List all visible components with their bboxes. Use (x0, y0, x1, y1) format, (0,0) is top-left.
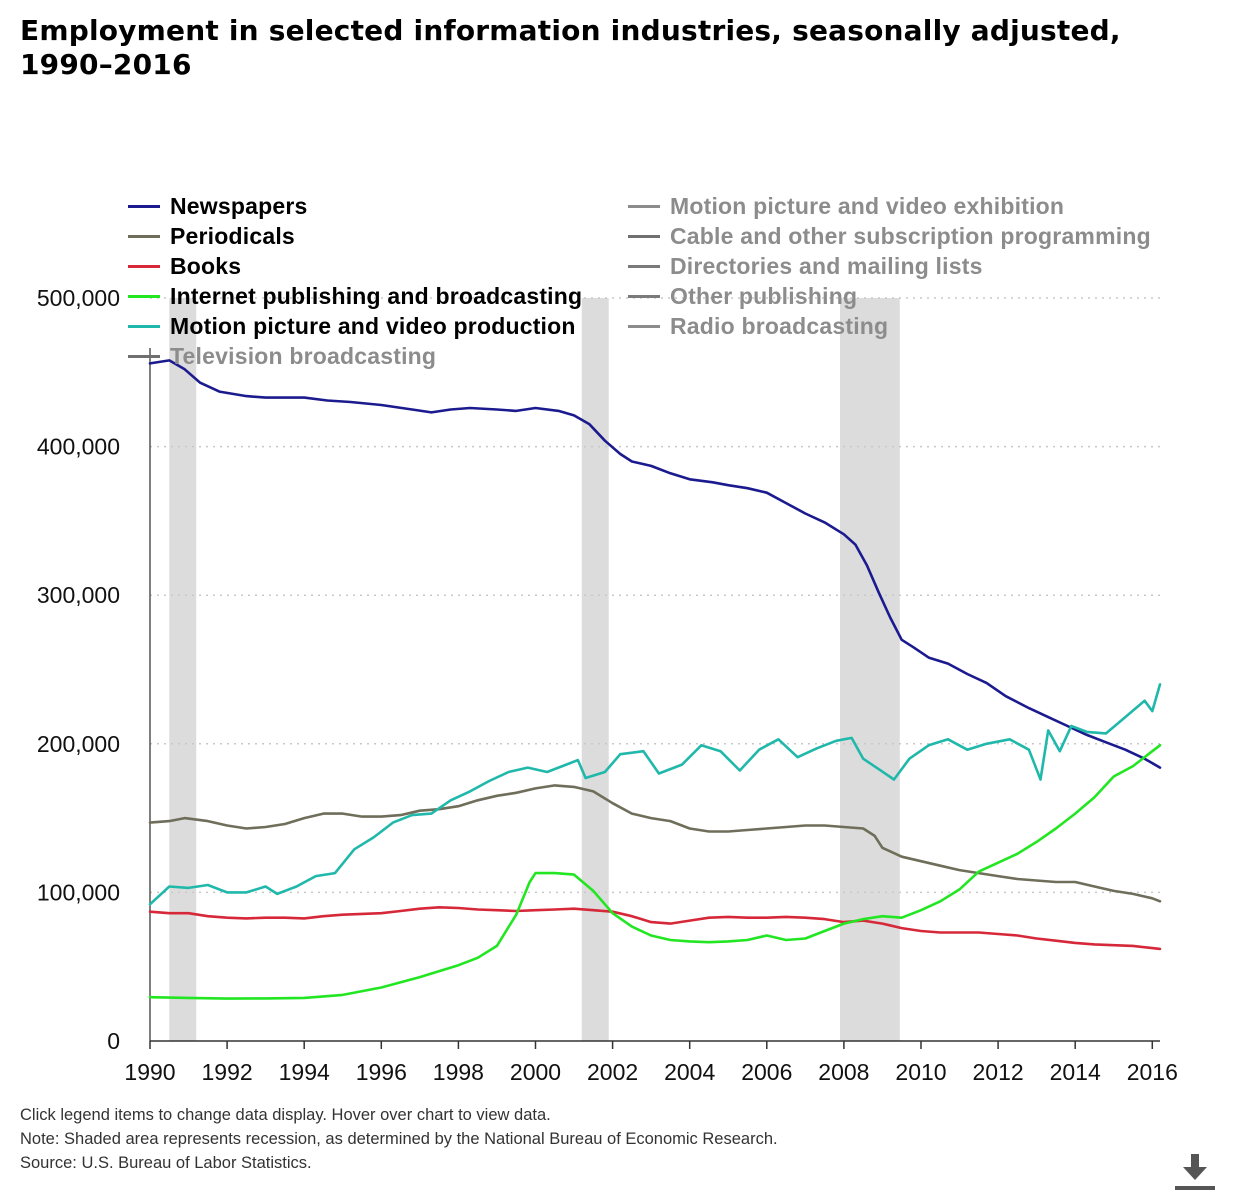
footnotes: Click legend items to change data displa… (20, 1103, 778, 1175)
legend-swatch (128, 324, 160, 328)
x-tick-label: 2014 (1050, 1059, 1101, 1085)
x-tick-label: 1996 (356, 1059, 407, 1085)
legend-item-television-broadcasting[interactable]: Television broadcasting (128, 341, 582, 371)
download-icon[interactable] (1172, 1150, 1218, 1194)
series-lines (148, 359, 1162, 1000)
legend-item-cable-and-other-subscription-programming[interactable]: Cable and other subscription programming (628, 221, 1151, 251)
x-tick-label: 1992 (202, 1059, 253, 1085)
x-tick-label: 2000 (510, 1059, 561, 1085)
legend-swatch (628, 234, 660, 238)
legend-label: Motion picture and video exhibition (670, 192, 1065, 219)
recession-band-1 (169, 298, 197, 1041)
x-tick-label: 2006 (741, 1059, 792, 1085)
legend-swatch (628, 324, 660, 328)
legend-swatch (128, 234, 160, 238)
x-tick-label: 1998 (433, 1059, 484, 1085)
y-tick-label: 400,000 (37, 434, 120, 460)
legend-item-internet-publishing-and-broadcasting[interactable]: Internet publishing and broadcasting (128, 281, 582, 311)
legend-item-periodicals[interactable]: Periodicals (128, 221, 582, 251)
chart-title: Employment in selected information indus… (20, 14, 1121, 81)
footnote-source: Source: U.S. Bureau of Labor Statistics. (20, 1154, 312, 1172)
legend-label: Books (170, 252, 242, 279)
y-tick-label: 500,000 (37, 285, 120, 311)
legend-label: Radio broadcasting (670, 312, 889, 339)
legend-left: Newspapers Periodicals Books Internet publi… (128, 191, 582, 371)
legend-item-other-publishing[interactable]: Other publishing (628, 281, 1151, 311)
footnote-recession-note: Note: Shaded area represents recession, … (20, 1130, 778, 1148)
series-line-newspapers (148, 359, 1162, 769)
series-line-books (148, 906, 1162, 951)
series-line-periodicals (148, 784, 1162, 903)
y-tick-label: 200,000 (37, 731, 120, 757)
x-tick-label: 2016 (1127, 1059, 1178, 1085)
axes: 0 100,000 200,000 300,000 400,000 500,000 1990… (37, 285, 1178, 1085)
y-tick-label: 300,000 (37, 582, 120, 608)
recession-band-2 (581, 298, 609, 1041)
legend-swatch (628, 204, 660, 208)
legend-label: Directories and mailing lists (670, 252, 983, 279)
legend-item-newspapers[interactable]: Newspapers (128, 191, 582, 221)
legend-label: Cable and other subscription programming (670, 222, 1151, 249)
legend-label: Newspapers (170, 192, 308, 219)
legend-item-directories-and-mailing-lists[interactable]: Directories and mailing lists (628, 251, 1151, 281)
x-tick-label: 2002 (587, 1059, 638, 1085)
footnote-instructions: Click legend items to change data displa… (20, 1106, 551, 1124)
legend-label: Television broadcasting (170, 342, 437, 369)
legend-item-books[interactable]: Books (128, 251, 582, 281)
legend-label: Other publishing (670, 282, 858, 309)
x-tick-label: 1990 (124, 1059, 175, 1085)
legend-label: Periodicals (170, 222, 295, 249)
legend-swatch (128, 294, 160, 298)
legend-item-motion-picture-and-video-exhibition[interactable]: Motion picture and video exhibition (628, 191, 1151, 221)
recession-band-3 (840, 298, 900, 1041)
series-line-internet-publishing-and-broadcasting (148, 744, 1162, 1000)
legend-swatch (628, 294, 660, 298)
legend-swatch (128, 354, 160, 358)
x-tick-label: 1994 (279, 1059, 330, 1085)
legend-right: Motion picture and video exhibition Cable… (628, 191, 1151, 341)
legend-swatch (628, 264, 660, 268)
x-tick-label: 2010 (895, 1059, 946, 1085)
legend-label: Motion picture and video production (170, 312, 576, 339)
y-tick-label: 100,000 (37, 879, 120, 905)
x-tick-label: 2012 (973, 1059, 1024, 1085)
legend-swatch (128, 264, 160, 268)
x-tick-label: 2008 (818, 1059, 869, 1085)
legend-item-motion-picture-and-video-production[interactable]: Motion picture and video production (128, 311, 582, 341)
legend-label: Internet publishing and broadcasting (170, 282, 583, 309)
gridlines (150, 297, 1160, 894)
y-tick-label: 0 (107, 1028, 120, 1054)
x-tick-label: 2004 (664, 1059, 715, 1085)
legend-item-radio-broadcasting[interactable]: Radio broadcasting (628, 311, 1151, 341)
legend-swatch (128, 204, 160, 208)
series-line-motion-picture-and-video-production (148, 683, 1162, 906)
